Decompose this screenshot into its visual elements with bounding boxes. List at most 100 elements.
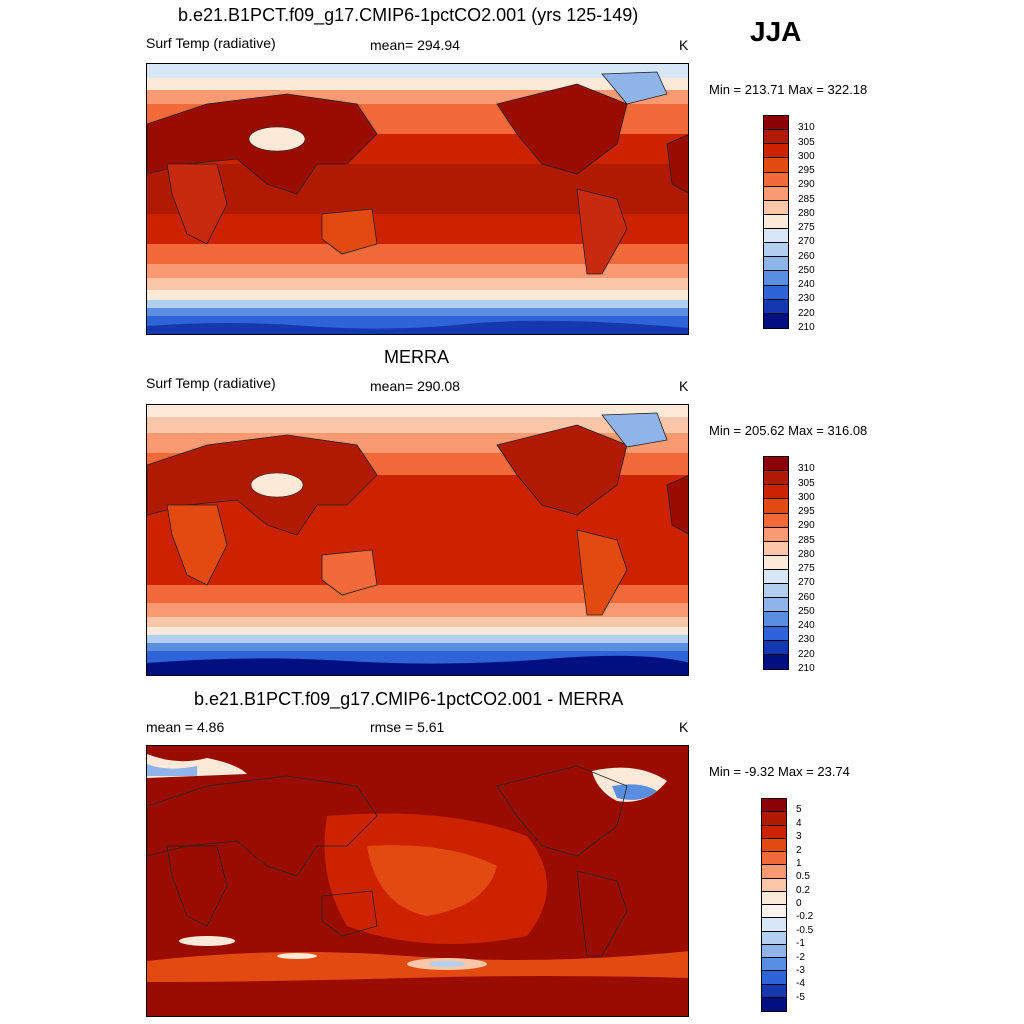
colorbar-tick-label: 4: [796, 817, 802, 829]
colorbar-swatch: [764, 257, 788, 272]
panel-2-variable-label: Surf Temp (radiative): [146, 375, 276, 391]
colorbar-tick-label: -5: [796, 991, 805, 1003]
colorbar-swatch: [762, 891, 786, 905]
panel-2-colorbar: [763, 456, 789, 670]
panel-2-units-label: K: [679, 378, 689, 394]
panel-1-map: [146, 63, 689, 335]
panel-3-minmax: Min = -9.32 Max = 23.74: [709, 764, 850, 779]
colorbar-swatch: [764, 285, 788, 300]
colorbar-tick-label: 290: [798, 179, 815, 191]
colorbar-swatch: [762, 905, 786, 919]
colorbar-tick-label: -1: [796, 938, 805, 950]
colorbar-swatch: [764, 229, 788, 244]
colorbar-swatch: [764, 570, 788, 585]
colorbar-swatch: [764, 485, 788, 500]
colorbar-swatch: [764, 158, 788, 173]
panel-1-mean-label: mean= 294.94: [370, 37, 460, 53]
colorbar-swatch: [764, 200, 788, 215]
colorbar-swatch: [764, 640, 788, 655]
panel-3-map: [146, 745, 689, 1017]
colorbar-swatch: [764, 598, 788, 613]
colorbar-swatch: [764, 555, 788, 570]
colorbar-tick-label: 310: [798, 463, 815, 475]
colorbar-swatch: [764, 513, 788, 528]
colorbar-swatch: [764, 313, 788, 328]
panel-3-rmse-label: rmse = 5.61: [370, 719, 445, 735]
colorbar-tick-label: 0: [796, 898, 802, 909]
colorbar-swatch: [762, 997, 786, 1011]
colorbar-tick-label: 290: [798, 520, 815, 532]
colorbar-tick-label: 230: [798, 293, 815, 305]
colorbar-swatch: [764, 144, 788, 159]
colorbar-tick-label: 220: [798, 307, 815, 319]
colorbar-swatch: [764, 299, 788, 314]
colorbar-swatch: [764, 116, 788, 131]
panel-2-minmax: Min = 205.62 Max = 316.08: [709, 423, 868, 438]
colorbar-tick-label: 295: [798, 165, 815, 177]
colorbar-tick-label: 240: [798, 279, 815, 291]
colorbar-swatch: [762, 852, 786, 866]
colorbar-tick-label: 285: [798, 193, 815, 205]
colorbar-tick-label: 240: [798, 620, 815, 632]
colorbar-tick-label: 0.5: [796, 871, 810, 883]
panel-3-colorbar: [761, 798, 787, 1012]
panel-1-units-label: K: [679, 37, 689, 53]
panel-3-mean-label: mean = 4.86: [146, 719, 225, 735]
colorbar-swatch: [762, 984, 786, 998]
colorbar-tick-label: 270: [798, 577, 815, 589]
colorbar-swatch: [764, 172, 788, 187]
colorbar-swatch: [764, 626, 788, 641]
colorbar-swatch: [762, 931, 786, 945]
colorbar-swatch: [764, 214, 788, 229]
colorbar-swatch: [764, 471, 788, 486]
colorbar-swatch: [762, 918, 786, 932]
colorbar-tick-label: 2: [796, 844, 802, 856]
colorbar-tick-label: 275: [798, 222, 815, 234]
colorbar-tick-label: 285: [798, 534, 815, 546]
colorbar-swatch: [764, 527, 788, 542]
panel-1-colorbar: [763, 115, 789, 329]
colorbar-swatch: [762, 812, 786, 826]
colorbar-swatch: [762, 865, 786, 879]
panel-1-minmax: Min = 213.71 Max = 322.18: [709, 82, 868, 97]
colorbar-tick-label: 1: [796, 857, 802, 869]
panel-1-variable-label: Surf Temp (radiative): [146, 35, 276, 51]
colorbar-swatch: [762, 878, 786, 892]
colorbar-tick-label: 260: [798, 250, 815, 262]
colorbar-swatch: [764, 457, 788, 472]
colorbar-tick-label: 280: [798, 548, 815, 560]
panel-2-map: [146, 404, 689, 676]
colorbar-swatch: [764, 654, 788, 669]
panel-3-units-label: K: [679, 719, 689, 735]
colorbar-swatch: [762, 838, 786, 852]
colorbar-tick-label: -3: [796, 964, 805, 976]
season-label: JJA: [750, 16, 802, 47]
colorbar-swatch: [764, 186, 788, 201]
colorbar-tick-label: 305: [798, 136, 815, 148]
colorbar-swatch: [764, 130, 788, 145]
colorbar-tick-label: -4: [796, 978, 805, 990]
colorbar-swatch: [764, 541, 788, 556]
colorbar-tick-label: 295: [798, 506, 815, 518]
panel-2-mean-label: mean= 290.08: [370, 378, 460, 394]
colorbar-swatch: [764, 271, 788, 286]
colorbar-swatch: [764, 584, 788, 599]
colorbar-tick-label: 270: [798, 236, 815, 248]
colorbar-tick-label: 0.2: [796, 884, 810, 896]
colorbar-tick-label: 275: [798, 563, 815, 575]
colorbar-tick-label: -0.5: [796, 924, 814, 936]
colorbar-tick-label: 300: [798, 150, 815, 162]
colorbar-tick-label: 5: [796, 804, 802, 816]
panel-3-title: b.e21.B1PCT.f09_g17.CMIP6-1pctCO2.001 - …: [194, 689, 624, 709]
colorbar-swatch: [762, 944, 786, 958]
colorbar-tick-label: 3: [796, 831, 802, 843]
colorbar-swatch: [762, 825, 786, 839]
colorbar-tick-label: 220: [798, 648, 815, 660]
colorbar-swatch: [764, 499, 788, 514]
panel-2-title: MERRA: [384, 347, 450, 367]
colorbar-swatch: [762, 971, 786, 985]
panel-1-title: b.e21.B1PCT.f09_g17.CMIP6-1pctCO2.001 (y…: [178, 5, 639, 25]
colorbar-swatch: [762, 799, 786, 813]
colorbar-tick-label: 250: [798, 264, 815, 276]
colorbar-swatch: [764, 243, 788, 258]
